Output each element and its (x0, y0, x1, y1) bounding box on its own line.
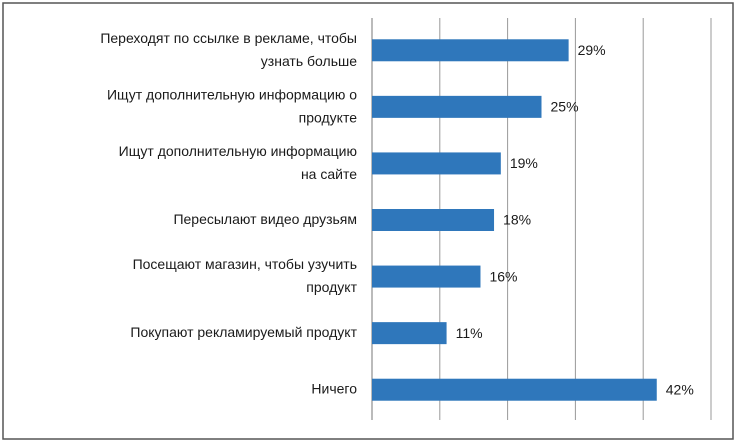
bar (372, 209, 495, 231)
data-label: 42% (666, 381, 694, 397)
data-label: 16% (489, 268, 517, 284)
y-tick-label: Посещают магазин, чтобы узучить продукт (133, 256, 358, 295)
bar (372, 265, 481, 288)
data-label: 18% (503, 212, 531, 228)
bar (372, 95, 542, 118)
bar (372, 39, 569, 62)
y-tick-label: Переходят по ссылке в рекламе, чтобы узна… (100, 29, 357, 68)
y-tick-label: Пересылают видео друзьям (173, 211, 357, 227)
y-tick-label: Ищут дополнительную информацию о продукте (107, 86, 357, 125)
bar (372, 152, 501, 175)
bar (372, 322, 447, 345)
data-label: 29% (578, 42, 606, 58)
data-label: 11% (456, 325, 483, 341)
data-label: 19% (510, 155, 538, 171)
y-tick-label: Ничего (311, 380, 357, 396)
y-tick-label: Ищут дополнительную информацию на сайте (119, 143, 358, 182)
bar (372, 378, 657, 401)
y-tick-label: Покупают рекламируемый продукт (130, 324, 357, 340)
data-label: 25% (551, 99, 579, 115)
